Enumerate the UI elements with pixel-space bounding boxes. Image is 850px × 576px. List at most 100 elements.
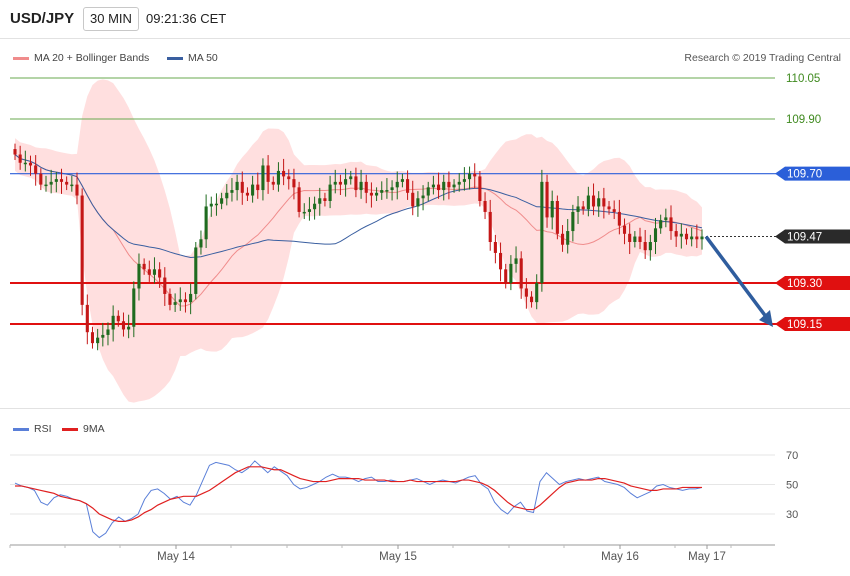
projection-arrowhead-icon [759,310,773,327]
candle-body [555,201,559,234]
candle-body [437,184,441,191]
candle-body [96,337,100,344]
candle-body [194,247,198,294]
candle-body [354,176,358,191]
candle-body [80,195,84,305]
candle-body [220,198,224,204]
level-label-4: 109.30 [787,278,822,290]
candle-body [333,181,337,185]
candle-body [602,198,606,207]
candle-body [225,192,229,199]
legend-bollinger: MA 20 + Bollinger Bands [13,52,149,64]
candle-body [504,269,508,283]
candle-body [323,198,327,201]
candle-body [597,198,601,207]
candle-body [307,209,311,212]
candle-body [59,179,64,182]
candle-body [421,195,425,199]
candle-body [214,203,219,206]
candle-body [199,239,203,248]
candle-body [400,179,404,182]
candle-body [498,252,503,270]
candle-body [369,192,373,196]
candle-body [101,334,105,338]
candle-body [70,184,74,187]
ma50-line [14,154,703,258]
ma9-swatch [62,427,78,431]
candle-body [106,329,110,335]
candle-body [364,181,368,193]
candle-body [44,184,48,187]
candle-body [13,149,17,155]
candle-body [127,326,131,330]
level-label-2: 109.70 [787,169,822,181]
candle-body [158,269,162,278]
candle-body [591,195,596,207]
candle-body [468,173,472,180]
candle-body [617,211,621,226]
candle-body [674,231,678,237]
timeframe-selector[interactable]: 30 MIN [83,7,139,31]
candle-body [684,233,689,240]
rsi-tick-label-2: 30 [786,509,798,521]
candle-body [633,236,637,242]
rsi-tick-label-0: 70 [786,450,798,462]
candle-body [235,181,239,191]
candle-body [297,187,301,212]
candle-body [380,190,384,193]
candle-body [679,233,683,237]
legend-bollinger-label: MA 20 + Bollinger Bands [34,52,150,64]
candle-body [152,269,157,275]
candle-body [287,176,291,180]
candle-body [137,263,141,289]
candle-body [54,179,58,182]
candle-body [276,170,280,185]
candle-body [576,206,580,212]
candle-body [349,176,353,180]
candle-body [256,184,260,191]
candle-body [643,242,647,251]
candle-body [147,269,151,275]
candle-body [116,315,120,322]
candle-body [302,211,306,214]
candle-body [39,173,43,185]
candle-body [111,315,115,330]
candle-body [612,209,616,212]
candle-body [411,192,415,207]
candle-body [560,233,565,245]
candle-body [142,263,146,270]
candle-body [493,242,497,253]
candle-body [622,225,627,234]
candle-body [452,184,456,188]
candle-body [168,293,172,305]
candle-body [519,258,523,289]
candle-body [447,181,451,188]
level-tag-4 [775,276,850,290]
candle-body [571,211,575,232]
candle-body [344,179,348,185]
rsi-tick-label-1: 50 [786,480,798,492]
copyright-notice: Research © 2019 Trading Central [684,52,841,64]
candle-body [628,233,632,242]
candle-body [529,296,534,303]
x-tick-label-2: May 16 [601,551,639,563]
projection-arrow-line [704,235,772,324]
candle-body [240,181,244,193]
candle-body [85,304,89,333]
candle-body [395,181,399,188]
candle-body [65,181,69,185]
legend-ma50: MA 50 [167,52,218,64]
candle-body [271,181,275,185]
candle-body [653,228,658,242]
candle-body [690,236,694,240]
candle-body [659,220,663,229]
legend-ma50-label: MA 50 [188,52,218,64]
level-tag-5 [775,317,850,331]
legend-9ma-label: 9MA [83,423,105,435]
level-label-1: 109.90 [786,114,821,126]
candle-body [209,203,213,207]
timestamp-label: 09:21:36 CET [146,11,227,26]
candle-body [132,288,136,327]
rsi-line [14,460,703,539]
